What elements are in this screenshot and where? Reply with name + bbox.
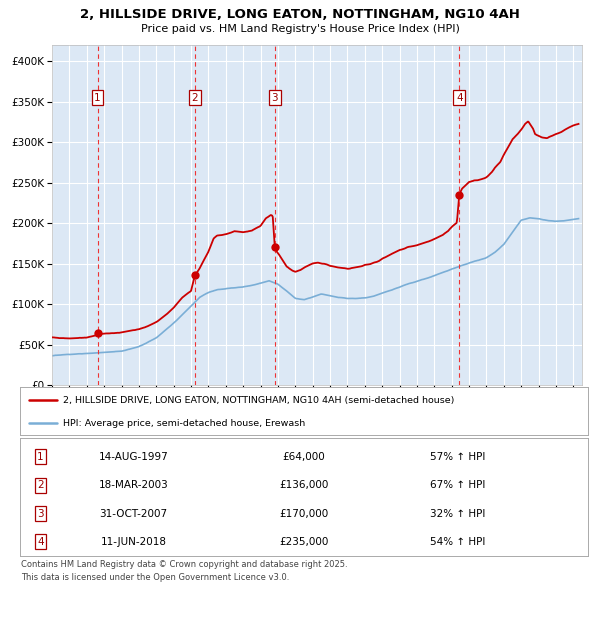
Text: £136,000: £136,000	[280, 480, 329, 490]
Text: 11-JUN-2018: 11-JUN-2018	[101, 537, 167, 547]
Text: 57% ↑ HPI: 57% ↑ HPI	[430, 452, 485, 462]
Text: 1: 1	[94, 92, 101, 103]
Text: 2, HILLSIDE DRIVE, LONG EATON, NOTTINGHAM, NG10 4AH: 2, HILLSIDE DRIVE, LONG EATON, NOTTINGHA…	[80, 8, 520, 21]
Text: 2: 2	[37, 480, 44, 490]
Text: Contains HM Land Registry data © Crown copyright and database right 2025.
This d: Contains HM Land Registry data © Crown c…	[21, 560, 347, 582]
Text: £64,000: £64,000	[283, 452, 325, 462]
Text: 3: 3	[272, 92, 278, 103]
Text: 54% ↑ HPI: 54% ↑ HPI	[430, 537, 485, 547]
Text: 32% ↑ HPI: 32% ↑ HPI	[430, 508, 485, 518]
Text: 3: 3	[37, 508, 44, 518]
Text: 31-OCT-2007: 31-OCT-2007	[100, 508, 167, 518]
Text: £170,000: £170,000	[280, 508, 329, 518]
Text: £235,000: £235,000	[280, 537, 329, 547]
Text: HPI: Average price, semi-detached house, Erewash: HPI: Average price, semi-detached house,…	[62, 418, 305, 428]
Text: Price paid vs. HM Land Registry's House Price Index (HPI): Price paid vs. HM Land Registry's House …	[140, 24, 460, 34]
Text: 2: 2	[191, 92, 198, 103]
Text: 14-AUG-1997: 14-AUG-1997	[99, 452, 169, 462]
Text: 18-MAR-2003: 18-MAR-2003	[99, 480, 169, 490]
Text: 4: 4	[456, 92, 463, 103]
Text: 67% ↑ HPI: 67% ↑ HPI	[430, 480, 485, 490]
Text: 4: 4	[37, 537, 44, 547]
Text: 2, HILLSIDE DRIVE, LONG EATON, NOTTINGHAM, NG10 4AH (semi-detached house): 2, HILLSIDE DRIVE, LONG EATON, NOTTINGHA…	[62, 396, 454, 405]
Text: 1: 1	[37, 452, 44, 462]
